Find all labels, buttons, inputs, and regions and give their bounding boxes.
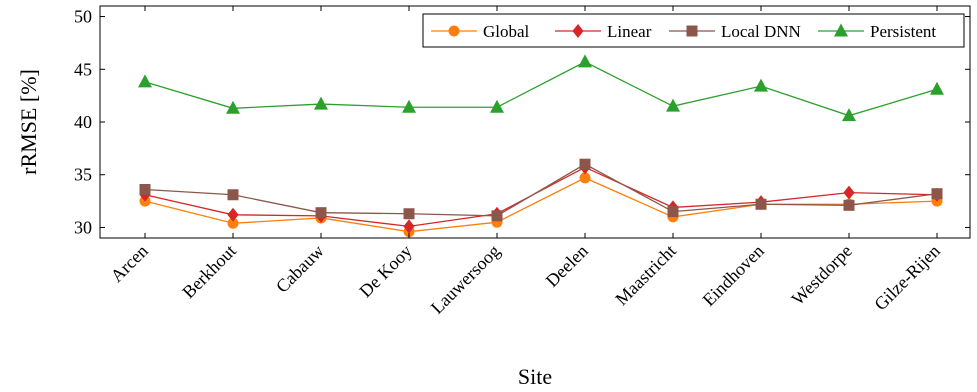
x-tick-label: Cabauw xyxy=(272,241,328,297)
y-tick-label: 50 xyxy=(74,7,92,27)
legend-label-linear: Linear xyxy=(607,22,652,41)
x-tick-label: Berkhout xyxy=(178,241,240,303)
data-point-persistent xyxy=(138,74,152,88)
data-point-persistent xyxy=(930,81,944,95)
data-point-persistent xyxy=(578,54,592,68)
legend-marker-local-dnn xyxy=(686,25,698,37)
legend-marker-persistent xyxy=(834,23,848,37)
x-tick-label: Arcen xyxy=(107,241,152,286)
data-point-local-dnn xyxy=(315,207,327,219)
legend-item-global: Global xyxy=(431,22,530,41)
x-tick-label: Gilze-Rijen xyxy=(870,241,944,315)
x-tick-label: Maastricht xyxy=(611,241,680,310)
y-axis-title: rRMSE [%] xyxy=(16,69,41,175)
data-point-linear xyxy=(403,219,415,234)
series-local-dnn xyxy=(139,158,943,222)
series-line-linear xyxy=(144,166,938,228)
legend-marker-linear xyxy=(572,24,584,38)
x-tick-label: Lauwersoog xyxy=(427,241,504,318)
series-line-local-dnn xyxy=(144,163,938,217)
data-point-persistent xyxy=(226,100,240,114)
legend-item-local-dnn: Local DNN xyxy=(669,22,801,41)
x-axis-title: Site xyxy=(518,364,552,389)
legend-label-global: Global xyxy=(483,22,530,41)
y-tick-label: 35 xyxy=(74,165,92,185)
series-linear xyxy=(139,160,943,234)
y-tick-label: 40 xyxy=(74,112,92,132)
data-point-global xyxy=(579,172,591,184)
data-point-linear xyxy=(227,207,239,222)
data-point-local-dnn xyxy=(755,198,767,210)
legend: Global Linear Local DNN Persistent xyxy=(422,13,965,48)
x-tick-label: Eindhoven xyxy=(699,241,768,310)
legend-marker-global xyxy=(448,25,460,37)
axis-ticks: 30 35 40 45 50 Arcen Berkhout Cabauw De Kooy Lauw… xyxy=(74,6,970,318)
data-point-local-dnn xyxy=(667,206,679,218)
legend-item-persistent: Persistent xyxy=(818,22,936,41)
data-point-persistent xyxy=(842,108,856,122)
x-tick-label: Deelen xyxy=(542,241,592,291)
data-point-persistent xyxy=(314,96,328,110)
plot-frame xyxy=(99,5,971,239)
series-persistent xyxy=(138,54,944,122)
data-point-persistent xyxy=(754,78,768,92)
y-tick-label: 30 xyxy=(74,217,92,237)
data-point-local-dnn xyxy=(579,158,591,170)
x-tick-label: Westdorpe xyxy=(788,241,856,309)
data-point-persistent xyxy=(402,99,416,113)
data-point-global xyxy=(227,217,239,229)
legend-label-persistent: Persistent xyxy=(870,22,936,41)
data-point-local-dnn xyxy=(139,183,151,195)
data-point-local-dnn xyxy=(491,210,503,222)
data-point-local-dnn xyxy=(843,199,855,211)
x-tick-label: De Kooy xyxy=(355,241,415,301)
data-point-persistent xyxy=(490,99,504,113)
data-point-persistent xyxy=(666,98,680,112)
legend-item-linear: Linear xyxy=(555,22,652,41)
data-point-local-dnn xyxy=(227,189,239,201)
series-line-persistent xyxy=(144,61,938,117)
legend-label-local-dnn: Local DNN xyxy=(721,22,801,41)
series-lines xyxy=(138,54,944,238)
data-point-local-dnn xyxy=(403,208,415,220)
y-tick-label: 45 xyxy=(74,59,92,79)
data-point-linear xyxy=(843,185,855,200)
data-point-local-dnn xyxy=(931,188,943,200)
